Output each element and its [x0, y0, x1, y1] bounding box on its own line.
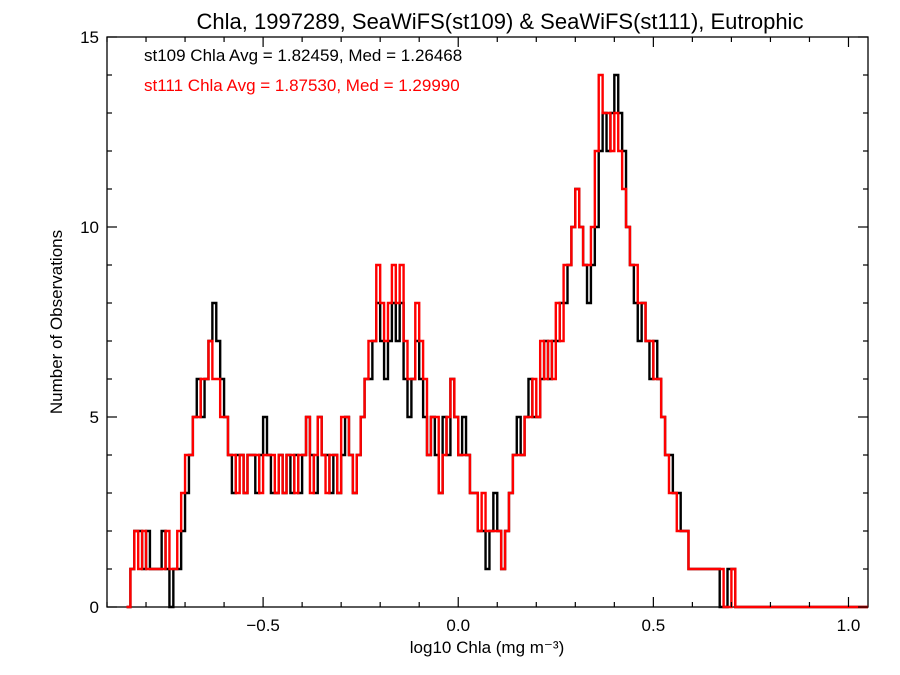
stats-st111: st111 Chla Avg = 1.87530, Med = 1.29990 [144, 76, 460, 95]
x-tick-label: 0.5 [642, 616, 666, 635]
histogram-series-layer [126, 73, 868, 609]
y-tick-label: 5 [90, 408, 99, 427]
x-axis-label: log10 Chla (mg m⁻³) [410, 638, 564, 657]
plot-frame [106, 36, 869, 608]
histogram-series-st111 [126, 73, 868, 609]
stats-st109: st109 Chla Avg = 1.82459, Med = 1.26468 [144, 46, 462, 65]
y-tick-label: 0 [90, 598, 99, 617]
axis-ticks: −0.5 0.0 0.5 1.0 0 5 10 15 [80, 28, 868, 635]
y-axis-label: Number of Observations [47, 230, 66, 414]
x-tick-label: 1.0 [837, 616, 861, 635]
histogram-series-st109 [126, 73, 868, 609]
x-tick-label: 0.0 [446, 616, 470, 635]
y-tick-label: 15 [80, 28, 99, 47]
y-tick-label: 10 [80, 218, 99, 237]
x-tick-label: −0.5 [246, 616, 280, 635]
chart-title: Chla, 1997289, SeaWiFS(st109) & SeaWiFS(… [197, 9, 804, 34]
